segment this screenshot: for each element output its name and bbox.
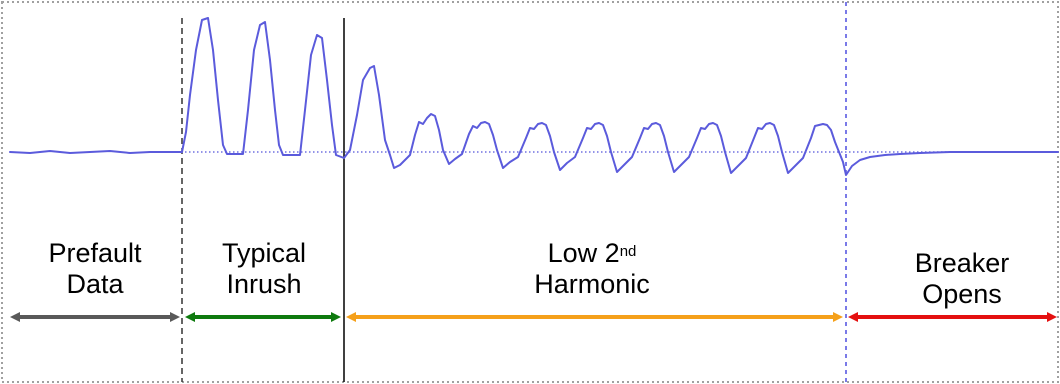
prefault-label-line2: Data	[66, 269, 124, 299]
typical-inrush-label: Typical Inrush	[188, 238, 340, 300]
inrush-label-line1: Typical	[221, 238, 307, 268]
breaker-opens-label: Breaker Opens	[872, 248, 1052, 310]
prefault-label-line1: Prefault	[48, 238, 142, 268]
harmonic-label-base: Low 2	[547, 238, 620, 268]
inrush-label-line2: Inrush	[226, 269, 302, 299]
prefault-data-label: Prefault Data	[19, 238, 171, 300]
low-2nd-harmonic-label: Low 2nd Harmonic	[492, 238, 692, 300]
breaker-label-line1: Breaker	[914, 248, 1010, 278]
harmonic-label-ordinal: nd	[619, 243, 637, 260]
current-waveform	[9, 17, 1059, 176]
breaker-label-line2: Opens	[922, 279, 1002, 309]
harmonic-label-line2: Harmonic	[534, 269, 650, 299]
harmonic-label-line1: Low 2nd	[492, 238, 692, 269]
